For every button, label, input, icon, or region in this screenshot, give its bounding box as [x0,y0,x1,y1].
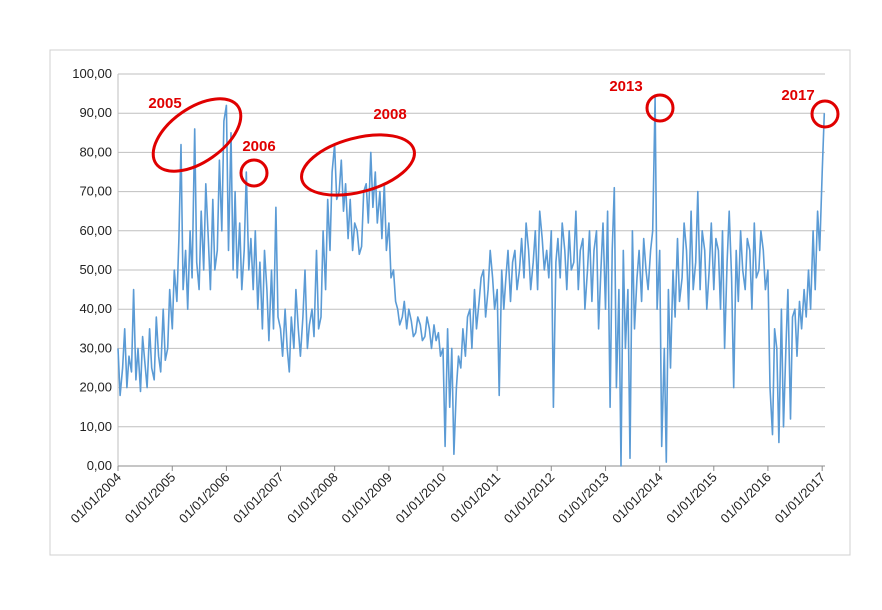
annotation-ellipse [300,133,416,197]
y-tick-label: 40,00 [79,301,112,316]
y-tick-label: 60,00 [79,223,112,238]
annotation: 2013 [609,78,642,95]
annotation-ellipse [645,93,675,123]
y-tick-label: 0,00 [87,458,112,473]
y-tick-label: 20,00 [79,380,112,395]
annotation: 2017 [781,87,814,104]
annotation-ellipse [239,158,269,188]
annotation-ellipse [151,97,243,173]
y-tick-label: 50,00 [79,262,112,277]
y-tick-label: 100,00 [72,66,112,81]
annotation: 2006 [242,138,275,155]
y-tick-label: 70,00 [79,184,112,199]
y-tick-label: 10,00 [79,419,112,434]
data-line [117,96,826,467]
y-tick-label: 90,00 [79,105,112,120]
y-tick-label: 80,00 [79,144,112,159]
annotation: 2005 [148,95,181,112]
annotation-ellipse [810,99,840,129]
y-tick-label: 30,00 [79,340,112,355]
annotation: 2008 [373,106,406,123]
chart-frame [49,49,851,556]
